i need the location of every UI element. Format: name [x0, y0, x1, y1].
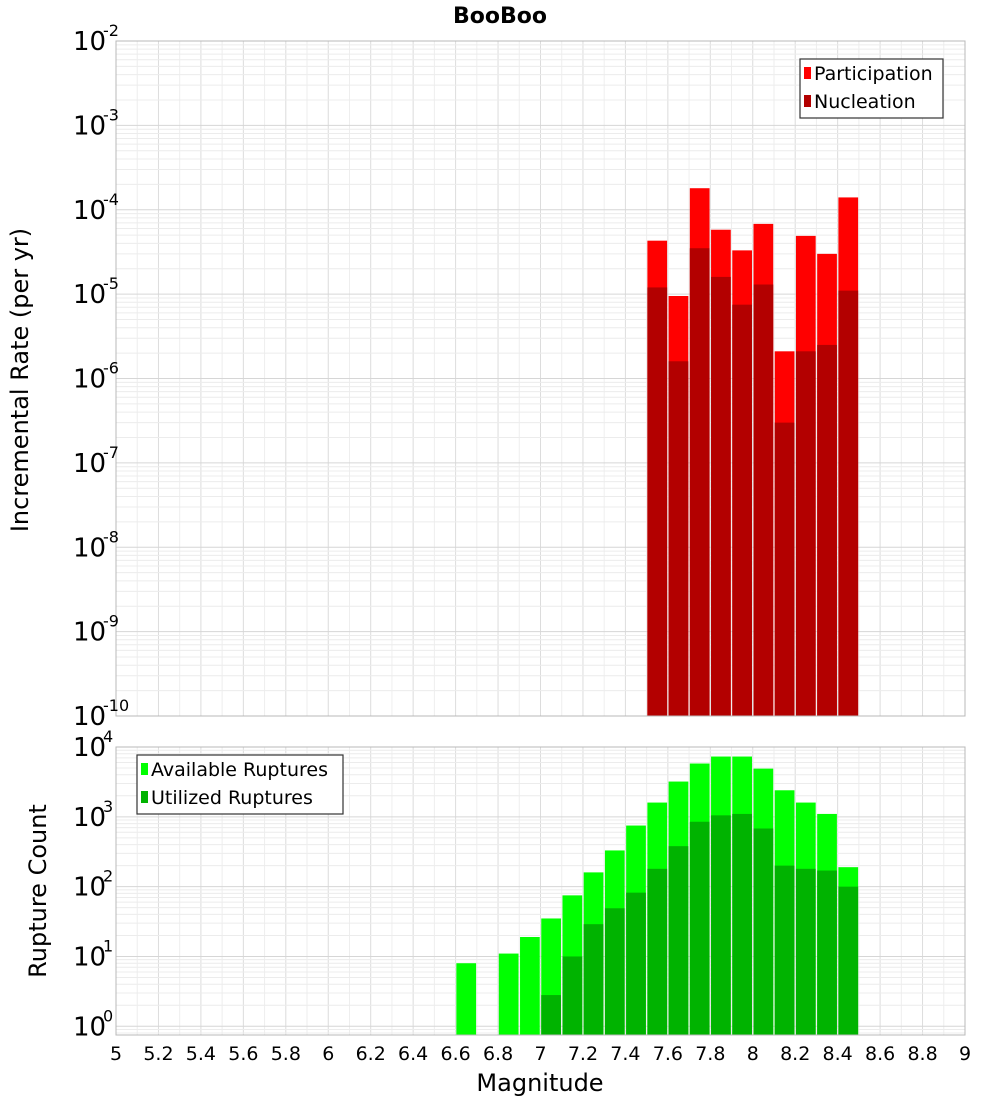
rate-y-tick-exponent: -2	[103, 21, 119, 40]
nucleation-legend-swatch	[804, 95, 811, 107]
nucleation-bar	[689, 248, 710, 717]
nucleation-bar	[838, 290, 859, 716]
count-y-tick-label: 10	[73, 733, 106, 763]
rate-y-tick-label: 10	[73, 280, 106, 310]
x-tick-label: 9	[959, 1043, 971, 1065]
x-tick-label: 8	[747, 1043, 759, 1065]
rate-y-tick-label: 10	[73, 111, 106, 141]
rate-y-tick-label: 10	[73, 702, 106, 732]
nucleation-legend-label: Nucleation	[814, 91, 916, 113]
utilized-ruptures-bar	[583, 924, 604, 1035]
x-tick-label: 7	[534, 1043, 546, 1065]
x-tick-label: 6.6	[440, 1043, 470, 1065]
nucleation-bar	[647, 287, 668, 716]
count-y-tick-exponent: 1	[103, 936, 113, 955]
available-ruptures-legend-label: Available Ruptures	[151, 759, 328, 781]
x-tick-label: 8.6	[865, 1043, 895, 1065]
available-ruptures-bar	[498, 953, 519, 1035]
rate-y-tick-exponent: -5	[103, 274, 119, 293]
utilized-ruptures-legend-label: Utilized Ruptures	[151, 787, 313, 809]
rate-y-tick-exponent: -7	[103, 443, 119, 462]
rate-y-tick-label: 10	[73, 196, 106, 226]
utilized-ruptures-bar	[753, 828, 774, 1035]
x-tick-label: 8.2	[780, 1043, 810, 1065]
rate-plot-frame	[115, 40, 966, 717]
x-tick-label: 6.8	[483, 1043, 513, 1065]
count-y-tick-label: 10	[73, 942, 106, 972]
available-ruptures-bar	[520, 936, 540, 1035]
x-tick-label: 7.6	[653, 1043, 683, 1065]
rate-y-tick-label: 10	[73, 27, 106, 57]
nucleation-bar	[668, 361, 689, 716]
rate-y-tick-exponent: -6	[103, 359, 119, 378]
nucleation-bar	[753, 284, 774, 716]
rate-y-tick-label: 10	[73, 365, 106, 395]
utilized-ruptures-bar	[732, 813, 752, 1035]
utilized-ruptures-bar	[647, 868, 668, 1035]
rate-y-tick-exponent: -4	[103, 190, 119, 209]
participation-legend-label: Participation	[814, 63, 933, 85]
utilized-ruptures-bar	[817, 870, 837, 1035]
utilized-ruptures-bar	[668, 846, 689, 1035]
nucleation-bar	[711, 276, 731, 716]
available-ruptures-legend-swatch	[141, 763, 148, 775]
x-tick-label: 7.4	[610, 1043, 640, 1065]
rate-y-tick-exponent: -3	[103, 105, 119, 124]
utilized-ruptures-bar	[604, 908, 625, 1035]
count-y-tick-label: 10	[73, 1012, 106, 1042]
participation-legend-swatch	[804, 67, 811, 79]
count-y-tick-exponent: 2	[103, 867, 113, 886]
utilized-ruptures-bar	[774, 865, 795, 1035]
x-tick-label: 5.8	[271, 1043, 301, 1065]
utilized-ruptures-bar	[562, 956, 583, 1035]
count-legend-box	[136, 754, 344, 815]
utilized-ruptures-bar	[795, 868, 816, 1035]
x-tick-label: 5.6	[228, 1043, 258, 1065]
nucleation-bar	[732, 304, 752, 716]
count-y-tick-exponent: 4	[103, 727, 113, 746]
rate-y-tick-exponent: -9	[103, 612, 119, 631]
utilized-ruptures-legend-swatch	[141, 791, 148, 803]
x-tick-label: 7.2	[568, 1043, 598, 1065]
available-ruptures-bar	[456, 963, 477, 1035]
x-tick-label: 7.8	[695, 1043, 725, 1065]
utilized-ruptures-bar	[689, 821, 710, 1035]
rate-y-tick-label: 10	[73, 449, 106, 479]
x-tick-label: 5	[110, 1043, 122, 1065]
x-tick-label: 6.2	[356, 1043, 386, 1065]
rate-panel: 10-1010-910-810-710-610-510-410-310-2Par…	[73, 21, 966, 732]
x-tick-label: 6.4	[398, 1043, 428, 1065]
count-y-axis-label: Rupture Count	[24, 804, 52, 978]
count-y-tick-exponent: 0	[103, 1006, 113, 1025]
rate-y-tick-exponent: -10	[103, 696, 129, 715]
utilized-ruptures-bar	[711, 815, 731, 1035]
rate-y-tick-label: 10	[73, 533, 106, 563]
x-tick-label: 5.2	[143, 1043, 173, 1065]
rate-y-tick-exponent: -8	[103, 527, 119, 546]
utilized-ruptures-bar	[838, 886, 859, 1035]
utilized-ruptures-bar	[626, 892, 646, 1035]
x-tick-label: 5.4	[186, 1043, 216, 1065]
count-plot-frame	[115, 746, 966, 1036]
chart-title: BooBoo	[453, 4, 547, 29]
count-y-tick-label: 10	[73, 873, 106, 903]
nucleation-bar	[774, 422, 795, 716]
count-y-tick-label: 10	[73, 803, 106, 833]
nucleation-bar	[817, 344, 837, 716]
x-tick-label: 6	[322, 1043, 334, 1065]
nucleation-bar	[795, 351, 816, 716]
rate-legend-box	[799, 58, 944, 119]
count-y-tick-exponent: 3	[103, 797, 113, 816]
x-tick-label: 8.4	[823, 1043, 853, 1065]
x-axis-label: Magnitude	[476, 1069, 603, 1097]
rate-y-axis-label: Incremental Rate (per yr)	[6, 228, 34, 532]
x-tick-label: 8.8	[907, 1043, 937, 1065]
rate-y-tick-label: 10	[73, 618, 106, 648]
utilized-ruptures-bar	[541, 995, 561, 1035]
